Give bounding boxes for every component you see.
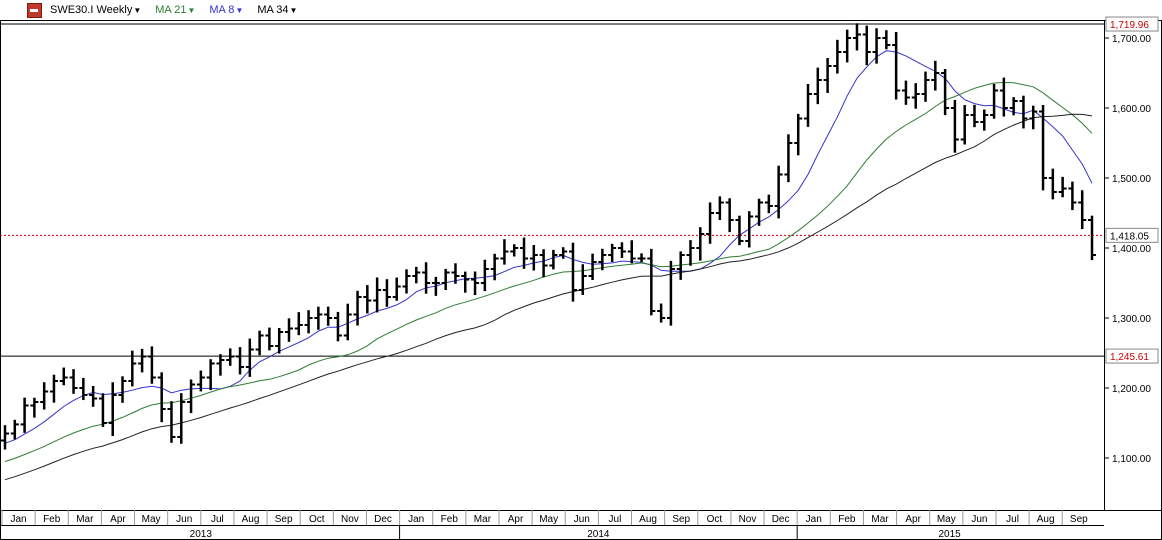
x-tick-label: Dec [374,514,392,525]
x-tick-label: Apr [905,514,921,525]
indicator-ma8-dropdown[interactable]: MA 8 ▼ [209,4,243,16]
y-tick-label: 1,500.00 [1112,174,1151,185]
price-label-box [1105,16,1159,32]
x-tick-label: Sep [1070,514,1088,525]
x-tick-label: Nov [739,514,757,525]
cfd-symbol-icon [27,2,42,18]
chevron-down-icon: ▼ [133,5,142,15]
symbol-label: SWE30.I Weekly [50,4,133,16]
y-tick-label: 1,700.00 [1112,34,1151,45]
price-label: 1,719.96 [1110,20,1149,31]
x-tick-label: Jan [11,514,27,525]
indicator-ma8-label: MA 8 [209,4,235,16]
x-tick-label: Jul [211,514,224,525]
x-tick-label: Nov [341,514,359,525]
x-tick-label: Oct [707,514,723,525]
x-tick-label: Jan [408,514,424,525]
x-tick-label: Jun [971,514,987,525]
x-tick-label: Apr [508,514,524,525]
x-tick-label: Sep [672,514,690,525]
x-tick-label: Aug [1037,514,1055,525]
y-tick-label: 1,400.00 [1112,244,1151,255]
x-tick-label: Feb [838,514,856,525]
moving-average-ma21 [4,81,1093,462]
x-tick-label: Feb [441,514,459,525]
indicator-ma34-dropdown[interactable]: MA 34 ▼ [257,4,297,16]
symbol-interval-dropdown[interactable]: SWE30.I Weekly ▼ [50,4,141,16]
x-tick-label: May [937,514,956,525]
x-tick-label: Jun [176,514,192,525]
price-label: 1,418.05 [1110,231,1149,242]
price-label-box [1105,227,1159,243]
year-label: 2014 [587,529,610,540]
x-tick-label: Mar [474,514,492,525]
x-tick-label: Feb [43,514,61,525]
y-tick-label: 1,600.00 [1112,104,1151,115]
year-label: 2013 [190,529,213,540]
price-label: 1,245.61 [1110,352,1149,363]
indicator-ma21-dropdown[interactable]: MA 21 ▼ [155,4,195,16]
x-tick-label: Dec [772,514,790,525]
y-tick-label: 1,200.00 [1112,384,1151,395]
y-tick-label: 1,100.00 [1112,454,1151,465]
chevron-down-icon: ▼ [289,5,298,15]
x-tick-label: Jun [574,514,590,525]
x-tick-label: Mar [76,514,94,525]
indicator-ma34-label: MA 34 [257,4,289,16]
moving-average-ma34 [4,113,1093,481]
chevron-down-icon: ▼ [235,5,244,15]
x-tick-label: May [142,514,161,525]
x-tick-label: Jul [1006,514,1019,525]
x-tick-label: Jan [806,514,822,525]
x-tick-label: Aug [242,514,260,525]
x-tick-label: May [539,514,558,525]
x-tick-label: Aug [639,514,657,525]
moving-average-ma8 [4,50,1093,444]
plot-border [0,20,1162,540]
year-label: 2015 [938,529,961,540]
indicator-ma21-label: MA 21 [155,4,187,16]
chart-toolbar: SWE30.I Weekly ▼ MA 21 ▼ MA 8 ▼ MA 34 ▼ [0,0,1162,20]
x-tick-label: Oct [309,514,325,525]
y-tick-label: 1,300.00 [1112,314,1151,325]
price-label-box [1105,348,1159,364]
x-tick-label: Mar [871,514,889,525]
chevron-down-icon: ▼ [187,5,196,15]
x-tick-label: Apr [110,514,126,525]
x-tick-label: Sep [275,514,293,525]
x-tick-label: Jul [609,514,622,525]
